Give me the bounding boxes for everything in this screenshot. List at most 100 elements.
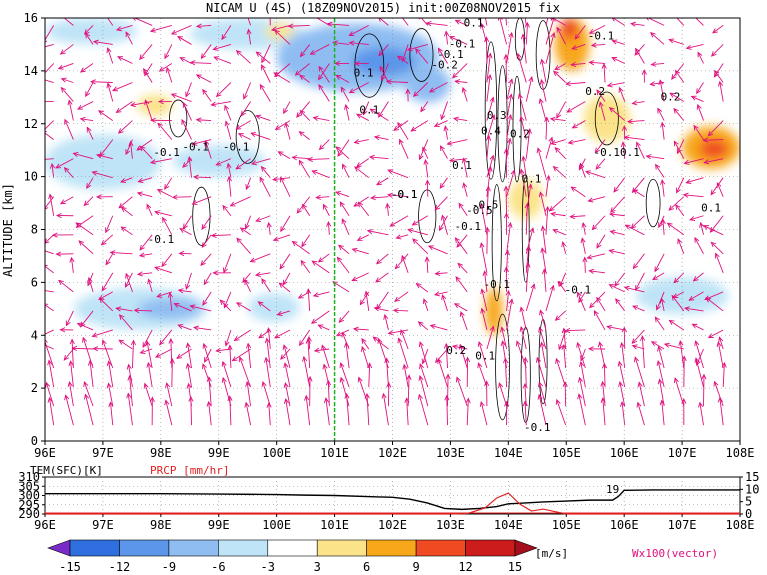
wind-vector-head: [624, 224, 631, 230]
wind-vector-head: [530, 283, 536, 290]
wind-vector-shaft: [230, 196, 251, 207]
wind-vector-head: [539, 341, 545, 348]
wind-vector: [650, 341, 665, 350]
wind-vector: [164, 177, 173, 190]
wind-vector: [212, 44, 232, 51]
wind-vector-shaft: [121, 226, 133, 236]
wind-vector-shaft: [506, 170, 515, 197]
wind-vector: [522, 400, 528, 426]
wind-vector: [693, 124, 704, 140]
wind-vector-shaft: [166, 67, 173, 83]
wind-vector: [260, 165, 271, 178]
wind-vector-head: [322, 363, 328, 370]
wind-vector-head: [206, 376, 212, 382]
wind-vector-shaft: [393, 120, 409, 131]
wind-vector: [45, 381, 55, 407]
wind-vector-shaft: [457, 263, 468, 274]
wind-vector: [244, 215, 252, 230]
wind-vector: [401, 44, 409, 63]
wind-vector-head: [506, 137, 512, 144]
wind-vector: [439, 177, 448, 189]
wind-vector-shaft: [577, 292, 586, 312]
wind-vector: [280, 215, 291, 233]
wind-vector: [503, 185, 509, 216]
wind-vector: [202, 291, 212, 306]
wind-vector: [283, 362, 291, 388]
wind-vector-shaft: [710, 241, 724, 255]
wind-vector: [610, 196, 626, 213]
wind-vector-shaft: [71, 339, 74, 369]
wind-vector-shaft: [420, 101, 429, 112]
wind-vector-head: [58, 279, 64, 286]
wind-vector-shaft: [579, 377, 586, 407]
wind-vector: [87, 276, 94, 293]
wind-vector-head: [504, 249, 511, 256]
wind-vector-shaft: [300, 44, 311, 57]
wind-vector: [696, 103, 704, 121]
wind-vector-head: [519, 168, 525, 175]
wind-vector-shaft: [659, 379, 665, 407]
right-tick-label: 0: [745, 507, 752, 521]
wind-vector-shaft: [222, 205, 232, 217]
wind-vector-shaft: [261, 44, 271, 63]
wind-vector: [683, 306, 704, 312]
wind-vector-head: [540, 247, 546, 254]
wind-vector-head: [179, 57, 186, 62]
wind-vector: [537, 381, 547, 407]
wind-vector-shaft: [659, 80, 665, 102]
wind-vector: [259, 83, 271, 102]
shaded-region: [508, 179, 544, 219]
wind-vector-head: [380, 75, 386, 82]
wind-vector-shaft: [116, 307, 133, 312]
wind-vector-head: [215, 347, 222, 353]
wind-vector-head: [182, 223, 188, 230]
wind-vector-head: [226, 162, 232, 169]
wind-vector: [571, 120, 586, 129]
wind-vector: [702, 137, 724, 143]
wind-vector-shaft: [393, 309, 409, 312]
wind-vector-head: [417, 321, 424, 327]
contour-label: 0.2: [661, 90, 681, 103]
wind-vector: [486, 114, 496, 140]
wind-vector-shaft: [412, 215, 429, 226]
wind-vector-head: [154, 266, 161, 272]
wind-vector-shaft: [280, 215, 291, 232]
wind-vector-head: [318, 84, 324, 90]
wind-vector-head: [201, 363, 207, 370]
wind-vector-head: [678, 340, 684, 346]
wind-vector-shaft: [318, 63, 330, 80]
wind-vector-shaft: [318, 84, 330, 102]
wind-vector-shaft: [525, 262, 529, 292]
wind-vector-head: [149, 159, 156, 165]
wind-vector-shaft: [459, 344, 468, 369]
wind-vector: [45, 44, 54, 48]
wind-vector-head: [663, 342, 670, 348]
wind-vector-shaft: [154, 211, 172, 217]
wind-vector: [353, 139, 369, 145]
wind-vector-shaft: [545, 285, 554, 312]
wind-vector: [372, 336, 389, 350]
wind-vector-head: [202, 299, 208, 306]
wind-vector-head: [45, 76, 46, 77]
wind-vector-head: [315, 194, 322, 200]
wind-vector-head: [337, 150, 343, 157]
wind-vector-head: [394, 263, 401, 270]
wind-vector-head: [224, 340, 230, 347]
wind-vector-head: [235, 50, 242, 56]
wind-vector-shaft: [539, 327, 547, 350]
wind-vector: [601, 63, 607, 83]
wind-vector-head: [261, 380, 267, 387]
wind-vector-shaft: [591, 43, 606, 46]
wind-vector: [95, 194, 113, 200]
wind-vector: [658, 215, 665, 229]
wind-vector-shaft: [313, 117, 330, 122]
precipitation-label: PRCP [mm/hr]: [150, 464, 229, 477]
wind-vector-shaft: [388, 329, 409, 334]
wind-vector-shaft: [222, 377, 232, 407]
wind-vector-head: [410, 126, 417, 132]
wind-vector: [298, 159, 311, 178]
wind-vector-head: [98, 110, 104, 116]
wind-vector: [545, 32, 556, 64]
wind-vector: [63, 348, 74, 361]
